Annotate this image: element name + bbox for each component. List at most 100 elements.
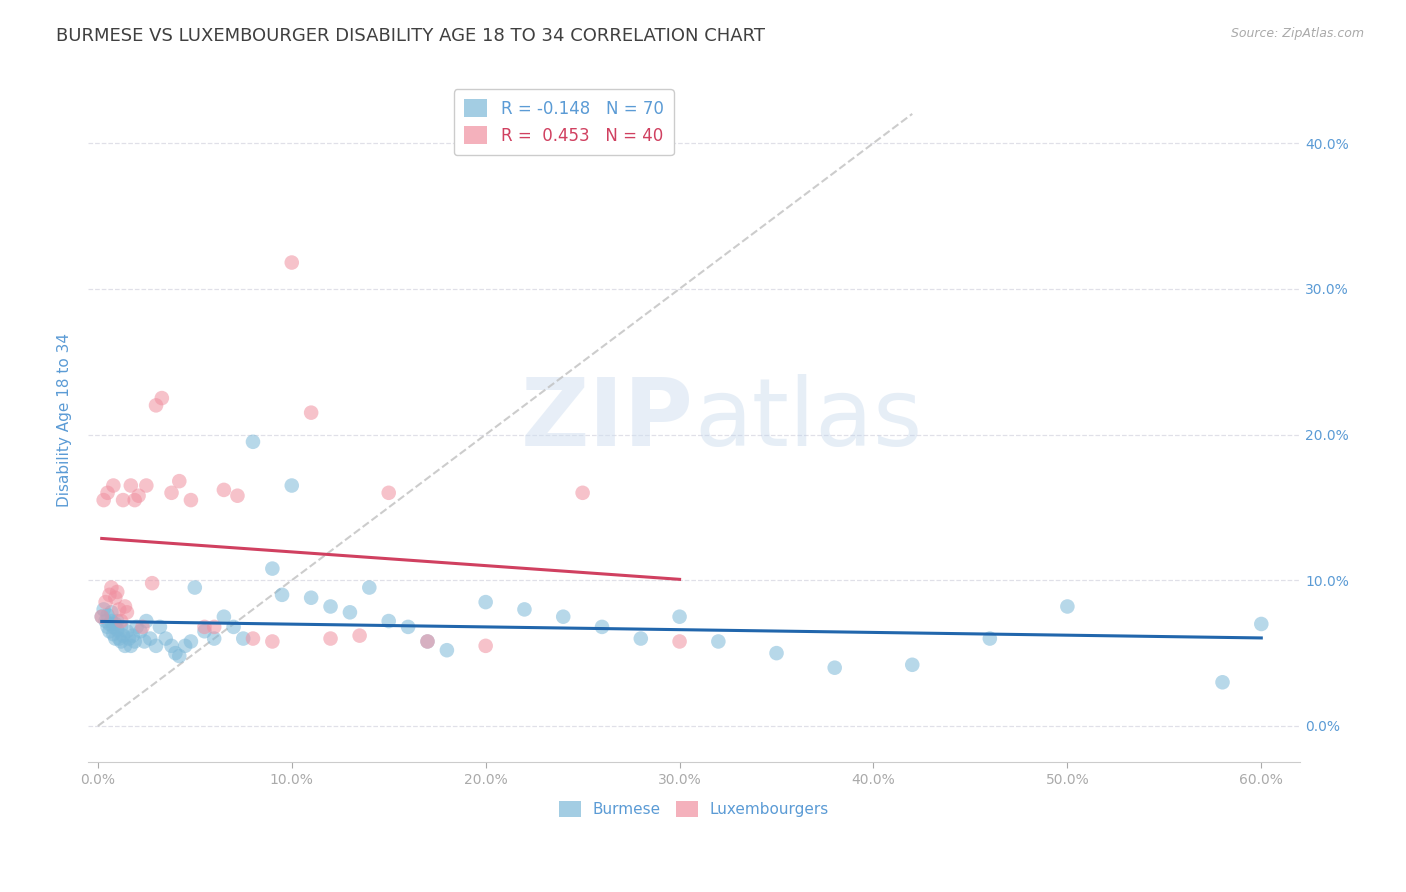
Point xyxy=(93,602,115,616)
Point xyxy=(108,632,131,646)
Point xyxy=(212,609,235,624)
Point xyxy=(232,632,254,646)
Point xyxy=(184,581,207,595)
Point xyxy=(141,576,163,591)
Point xyxy=(513,602,536,616)
Point xyxy=(165,646,187,660)
Point xyxy=(90,609,112,624)
Point xyxy=(474,639,496,653)
Point xyxy=(474,595,496,609)
Point xyxy=(110,614,132,628)
Point xyxy=(134,634,156,648)
Point xyxy=(149,620,172,634)
Point xyxy=(339,605,361,619)
Point xyxy=(765,646,787,660)
Point xyxy=(115,624,138,639)
Point xyxy=(135,478,157,492)
Point xyxy=(1250,617,1272,632)
Point xyxy=(98,588,121,602)
Point xyxy=(1056,599,1078,614)
Point xyxy=(135,614,157,628)
Point xyxy=(202,632,225,646)
Point xyxy=(824,661,846,675)
Point xyxy=(96,620,118,634)
Point xyxy=(103,627,125,641)
Point xyxy=(100,605,122,619)
Point xyxy=(124,493,146,508)
Point xyxy=(124,634,146,648)
Text: atlas: atlas xyxy=(695,374,922,466)
Point xyxy=(94,595,117,609)
Text: ZIP: ZIP xyxy=(522,374,695,466)
Point xyxy=(180,493,202,508)
Point xyxy=(377,485,399,500)
Point xyxy=(120,639,142,653)
Point xyxy=(150,391,173,405)
Point xyxy=(98,624,121,639)
Point xyxy=(100,581,122,595)
Point xyxy=(112,493,135,508)
Text: BURMESE VS LUXEMBOURGER DISABILITY AGE 18 TO 34 CORRELATION CHART: BURMESE VS LUXEMBOURGER DISABILITY AGE 1… xyxy=(56,27,765,45)
Point xyxy=(120,478,142,492)
Point xyxy=(114,639,136,653)
Point xyxy=(169,648,191,663)
Point xyxy=(571,485,593,500)
Point xyxy=(103,620,125,634)
Point xyxy=(299,406,322,420)
Point xyxy=(416,634,439,648)
Point xyxy=(319,632,342,646)
Point xyxy=(112,629,135,643)
Point xyxy=(131,620,153,634)
Point xyxy=(160,639,183,653)
Y-axis label: Disability Age 18 to 34: Disability Age 18 to 34 xyxy=(58,333,72,507)
Point xyxy=(591,620,613,634)
Point xyxy=(416,634,439,648)
Point xyxy=(110,620,132,634)
Point xyxy=(377,614,399,628)
Point xyxy=(155,632,177,646)
Point xyxy=(901,657,924,672)
Point xyxy=(396,620,419,634)
Point xyxy=(128,489,150,503)
Point xyxy=(319,599,342,614)
Point xyxy=(193,620,215,634)
Point xyxy=(104,591,127,605)
Point xyxy=(118,632,141,646)
Point xyxy=(262,634,284,648)
Legend: Burmese, Luxembourgers: Burmese, Luxembourgers xyxy=(553,795,835,823)
Point xyxy=(174,639,197,653)
Point xyxy=(262,561,284,575)
Point xyxy=(125,620,148,634)
Point xyxy=(436,643,458,657)
Point xyxy=(193,624,215,639)
Point xyxy=(271,588,294,602)
Point xyxy=(242,632,264,646)
Point xyxy=(93,493,115,508)
Point xyxy=(630,632,652,646)
Point xyxy=(96,608,118,623)
Point xyxy=(553,609,575,624)
Point xyxy=(105,614,128,628)
Point xyxy=(160,485,183,500)
Point xyxy=(121,629,143,643)
Point xyxy=(100,614,122,628)
Point xyxy=(222,620,245,634)
Point xyxy=(707,634,730,648)
Point xyxy=(94,614,117,628)
Point xyxy=(114,599,136,614)
Point xyxy=(104,617,127,632)
Point xyxy=(226,489,249,503)
Point xyxy=(129,624,152,639)
Point xyxy=(90,609,112,624)
Point xyxy=(96,485,118,500)
Point xyxy=(105,585,128,599)
Point xyxy=(281,255,304,269)
Point xyxy=(242,434,264,449)
Point xyxy=(115,605,138,619)
Point xyxy=(104,632,127,646)
Point xyxy=(979,632,1001,646)
Point xyxy=(212,483,235,497)
Point xyxy=(668,634,690,648)
Point xyxy=(359,581,381,595)
Point xyxy=(169,474,191,488)
